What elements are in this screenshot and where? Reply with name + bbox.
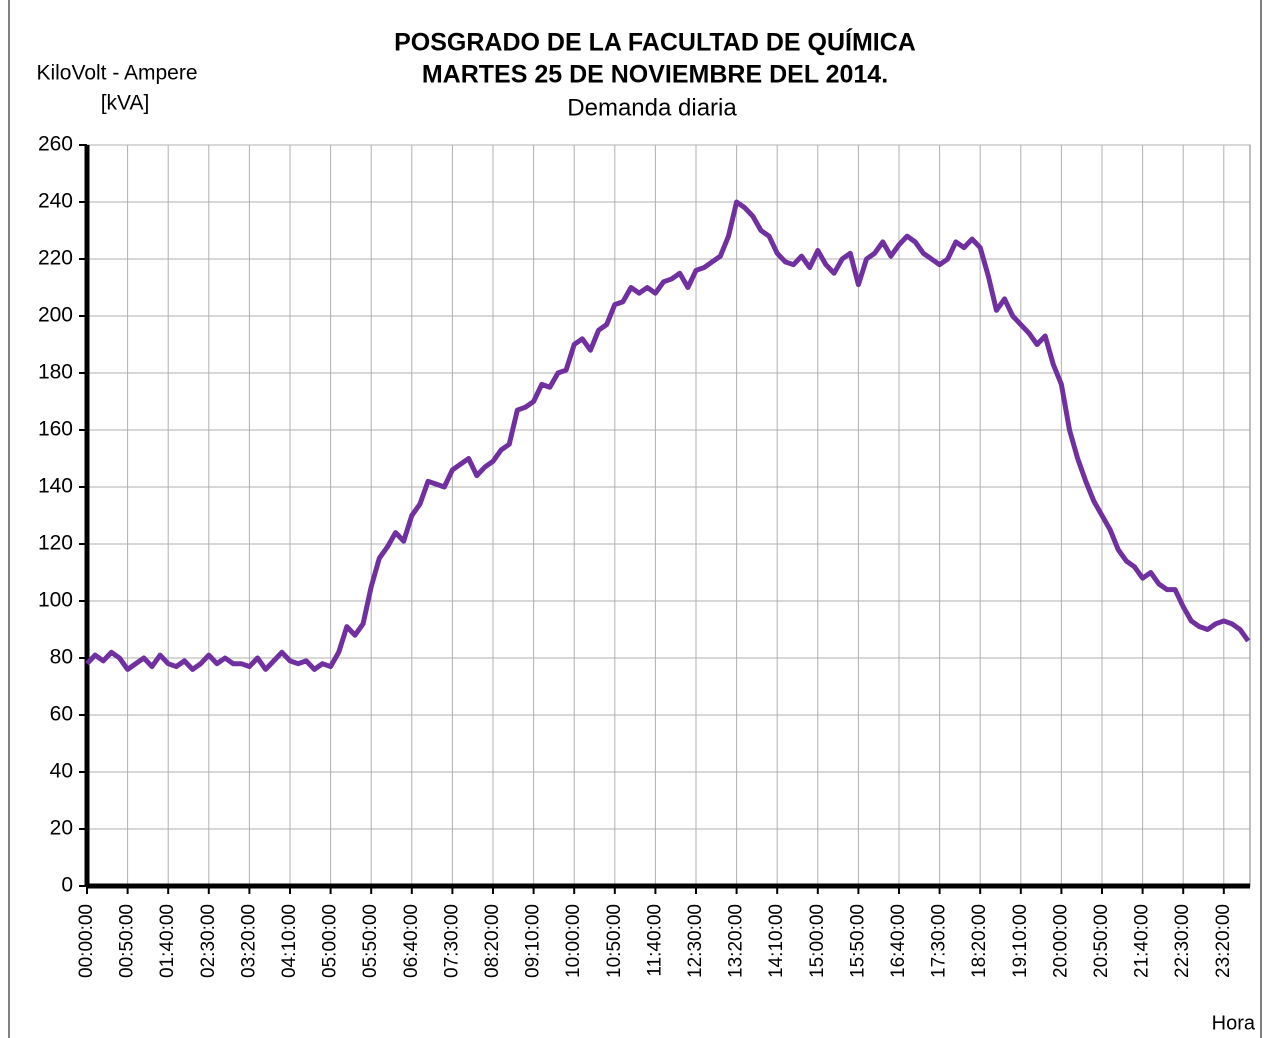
y-axis-label: [kVA] — [101, 92, 150, 115]
y-tick-label: 160 — [38, 418, 73, 441]
y-tick-label: 180 — [38, 361, 73, 384]
y-tick-label: 60 — [50, 703, 73, 726]
x-tick-label: 18:20:00 — [969, 904, 990, 978]
x-axis-label: Hora — [1212, 1012, 1256, 1034]
x-tick-label: 13:20:00 — [726, 904, 747, 978]
y-tick-label: 0 — [61, 874, 73, 897]
y-tick-label: 140 — [38, 475, 73, 498]
x-tick-label: 22:30:00 — [1172, 904, 1193, 978]
x-tick-label: 00:00:00 — [76, 904, 97, 978]
x-tick-label: 14:10:00 — [766, 904, 787, 978]
x-tick-label: 16:40:00 — [888, 904, 909, 978]
chart-subtitle: Demanda diaria — [567, 94, 737, 121]
y-tick-label: 240 — [38, 190, 73, 213]
y-tick-label: 80 — [50, 646, 73, 669]
chart-title: POSGRADO DE LA FACULTAD DE QUÍMICA — [394, 28, 916, 57]
x-tick-label: 15:50:00 — [847, 904, 868, 978]
y-tick-label: 40 — [50, 760, 73, 783]
x-tick-label: 20:50:00 — [1091, 904, 1112, 978]
y-axis-label: KiloVolt - Ampere — [36, 62, 197, 85]
frame — [8, 0, 1262, 1038]
y-tick-label: 100 — [38, 589, 73, 612]
x-tick-label: 07:30:00 — [441, 904, 462, 978]
x-tick-label: 08:20:00 — [482, 904, 503, 978]
x-tick-label: 05:50:00 — [360, 904, 381, 978]
x-tick-label: 09:10:00 — [523, 904, 544, 978]
x-tick-label: 10:00:00 — [563, 904, 584, 978]
x-tick-label: 04:10:00 — [279, 904, 300, 978]
y-tick-label: 20 — [50, 817, 73, 840]
chart-title-2: MARTES 25 DE NOVIEMBRE DEL 2014. — [422, 61, 888, 89]
y-tick-label: 220 — [38, 247, 73, 270]
x-tick-label: 01:40:00 — [157, 904, 178, 978]
y-tick-label: 120 — [38, 532, 73, 555]
x-tick-label: 03:20:00 — [238, 904, 259, 978]
x-tick-label: 21:40:00 — [1132, 904, 1153, 978]
data-line — [85, 199, 1251, 672]
y-tick-label: 260 — [38, 133, 73, 156]
x-tick-label: 02:30:00 — [198, 904, 219, 978]
x-tick-label: 06:40:00 — [401, 904, 422, 978]
x-tick-label: 19:10:00 — [1010, 904, 1031, 978]
x-tick-label: 20:00:00 — [1050, 904, 1071, 978]
x-tick-label: 15:00:00 — [807, 904, 828, 978]
x-tick-label: 00:50:00 — [117, 904, 138, 978]
x-tick-label: 05:00:00 — [320, 904, 341, 978]
plot-area — [86, 144, 1251, 887]
x-tick-label: 17:30:00 — [929, 904, 950, 978]
y-tick-label: 200 — [38, 304, 73, 327]
x-tick-label: 12:30:00 — [685, 904, 706, 978]
x-tick-label: 10:50:00 — [604, 904, 625, 978]
x-tick-label: 23:20:00 — [1213, 904, 1234, 978]
x-tick-label: 11:40:00 — [644, 904, 665, 977]
